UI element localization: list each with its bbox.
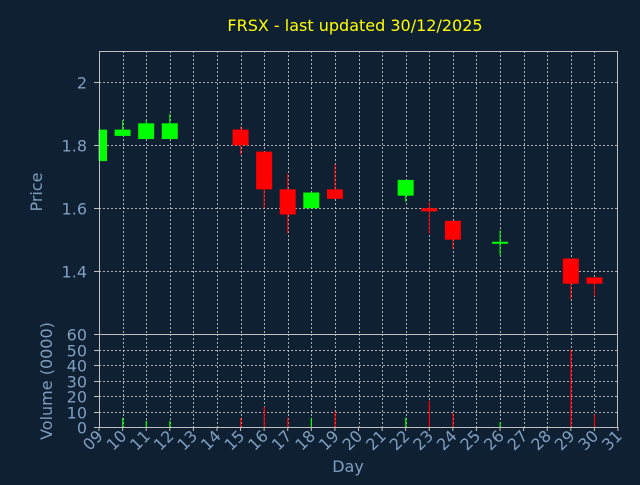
- candle-body: [562, 258, 579, 284]
- candle-body: [421, 208, 438, 212]
- candle-body: [397, 179, 414, 196]
- volume-bar: [405, 417, 407, 427]
- candle-body: [303, 192, 320, 209]
- volume-bar: [287, 417, 289, 427]
- volume-bar: [145, 420, 147, 427]
- volume-bar: [240, 417, 242, 427]
- volume-series: [122, 349, 596, 427]
- volume-tick-label: 30: [67, 373, 87, 392]
- volume-bar: [334, 411, 336, 427]
- candle-body: [99, 129, 107, 162]
- x-axis-label: Day: [332, 457, 364, 476]
- price-tick-label: 1.8: [62, 137, 87, 156]
- volume-tick-label: 20: [67, 388, 87, 407]
- candle-body: [326, 189, 343, 199]
- candle-body: [586, 277, 603, 284]
- volume-tick-label: 10: [67, 404, 87, 423]
- price-tick-label: 2: [77, 74, 87, 93]
- candle-body: [114, 129, 131, 136]
- volume-tick-label: 60: [67, 326, 87, 345]
- candle-body: [232, 129, 249, 146]
- volume-axis-label: Volume (0000): [37, 322, 56, 440]
- candle-body: [444, 220, 461, 240]
- volume-tick-label: 50: [67, 342, 87, 361]
- price-frame: [99, 51, 618, 335]
- x-axis-ticks: 0910111213141516171819202122232425262728…: [79, 426, 626, 454]
- volume-bar: [452, 413, 454, 427]
- price-tick-label: 1.4: [62, 263, 87, 282]
- volume-bar: [570, 349, 572, 427]
- volume-bar: [499, 422, 501, 427]
- volume-bar: [428, 400, 430, 427]
- candle-body: [161, 123, 178, 140]
- volume-tick-label: 40: [67, 357, 87, 376]
- candle-body: [256, 151, 273, 190]
- price-grid: [99, 51, 618, 334]
- volume-bar: [169, 420, 171, 427]
- price-axis-label: Price: [27, 172, 46, 211]
- volume-tick-label: 0: [77, 419, 87, 438]
- volume-bar: [263, 406, 265, 427]
- volume-bar: [122, 417, 124, 427]
- volume-bar: [310, 417, 313, 427]
- volume-bar: [593, 414, 596, 427]
- candle-body: [138, 123, 155, 140]
- plot-frames: [99, 51, 618, 428]
- price-tick-label: 1.6: [62, 200, 87, 219]
- candle-body: [279, 189, 296, 215]
- chart-title: FRSX - last updated 30/12/2025: [227, 16, 482, 35]
- price-y-ticks: 1.4 1.6 1.8 2: [62, 74, 99, 282]
- x-tick-label: 31: [598, 426, 626, 454]
- candlestick-series: [98, 113, 603, 300]
- volume-grid: [99, 334, 618, 427]
